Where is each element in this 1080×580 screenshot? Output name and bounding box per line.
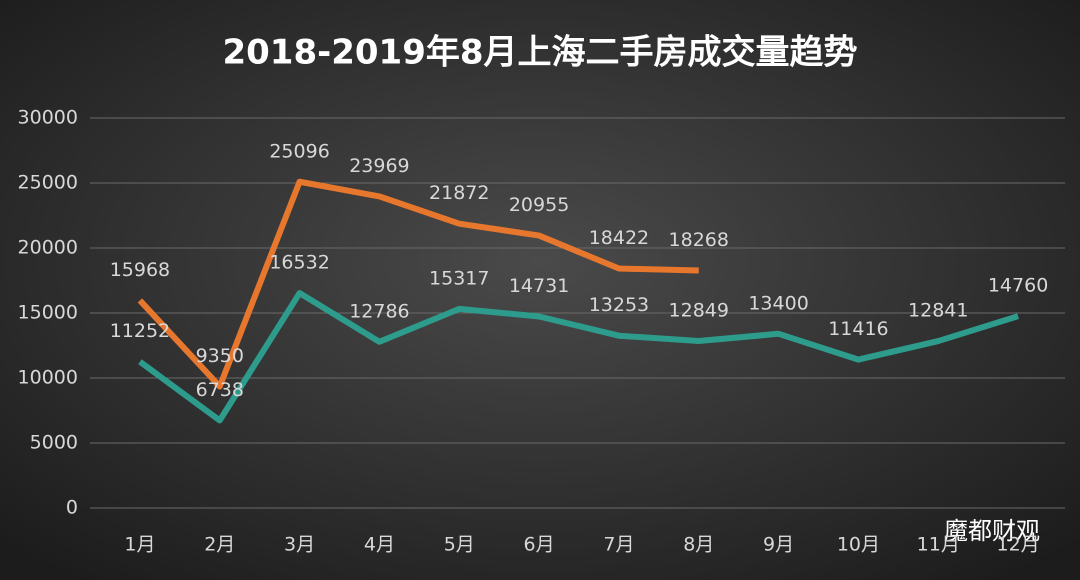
data-label: 15968	[110, 259, 170, 281]
data-label: 12786	[349, 300, 409, 322]
data-label: 20955	[509, 194, 569, 216]
data-label: 18422	[589, 227, 649, 249]
data-label: 12841	[908, 300, 968, 322]
data-label: 14760	[988, 275, 1048, 297]
line	[137, 178, 699, 390]
x-tick-label: 10月	[837, 534, 880, 556]
x-tick-label: 4月	[364, 534, 395, 556]
data-label: 25096	[269, 140, 329, 162]
x-tick-label: 9月	[763, 534, 794, 556]
data-label: 11416	[828, 318, 888, 340]
watermark: 魔都财观	[944, 517, 1040, 545]
data-label: 23969	[349, 155, 409, 177]
data-label: 18268	[669, 229, 729, 251]
data-label: 6738	[196, 379, 244, 401]
data-label: 15317	[429, 267, 489, 289]
y-tick-label: 25000	[18, 172, 78, 194]
data-label: 13400	[748, 292, 808, 314]
x-tick-label: 3月	[284, 534, 315, 556]
y-tick-label: 15000	[18, 302, 78, 324]
data-label: 13253	[589, 294, 649, 316]
data-label: 9350	[196, 345, 244, 367]
y-tick-label: 20000	[18, 237, 78, 259]
x-tick-label: 12月	[996, 534, 1039, 556]
y-tick-label: 30000	[18, 107, 78, 129]
x-tick-label: 6月	[524, 534, 555, 556]
y-tick-label: 5000	[30, 432, 78, 454]
x-tick-label: 11月	[917, 534, 960, 556]
data-label: 14731	[509, 275, 569, 297]
x-tick-label: 7月	[603, 534, 634, 556]
line	[138, 290, 1019, 424]
x-tick-label: 5月	[444, 534, 475, 556]
x-tick-label: 1月	[124, 534, 155, 556]
y-tick-label: 10000	[18, 367, 78, 389]
data-label: 12849	[669, 299, 729, 321]
data-label: 21872	[429, 182, 489, 204]
y-tick-label: 0	[66, 497, 78, 519]
x-tick-label: 8月	[683, 534, 714, 556]
data-label: 11252	[110, 320, 170, 342]
data-label: 16532	[269, 252, 329, 274]
chart-title: 2018-2019年8月上海二手房成交量趋势	[222, 33, 857, 73]
x-tick-label: 2月	[204, 534, 235, 556]
